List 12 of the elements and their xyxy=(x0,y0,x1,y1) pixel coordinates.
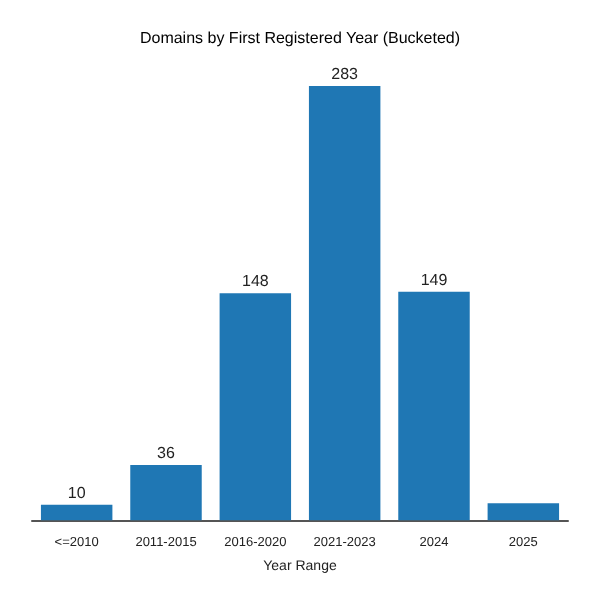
chart-title: Domains by First Registered Year (Bucketed) xyxy=(139,29,461,47)
bar xyxy=(487,503,560,521)
data-label: 148 xyxy=(241,272,270,291)
bar xyxy=(219,293,292,521)
data-label: 149 xyxy=(420,270,449,289)
data-label: 10 xyxy=(67,483,87,502)
data-label: 283 xyxy=(331,65,360,84)
bar xyxy=(130,464,202,521)
bar xyxy=(398,291,470,521)
bar xyxy=(40,504,113,521)
data-label: 36 xyxy=(157,443,176,462)
bar xyxy=(308,86,381,521)
